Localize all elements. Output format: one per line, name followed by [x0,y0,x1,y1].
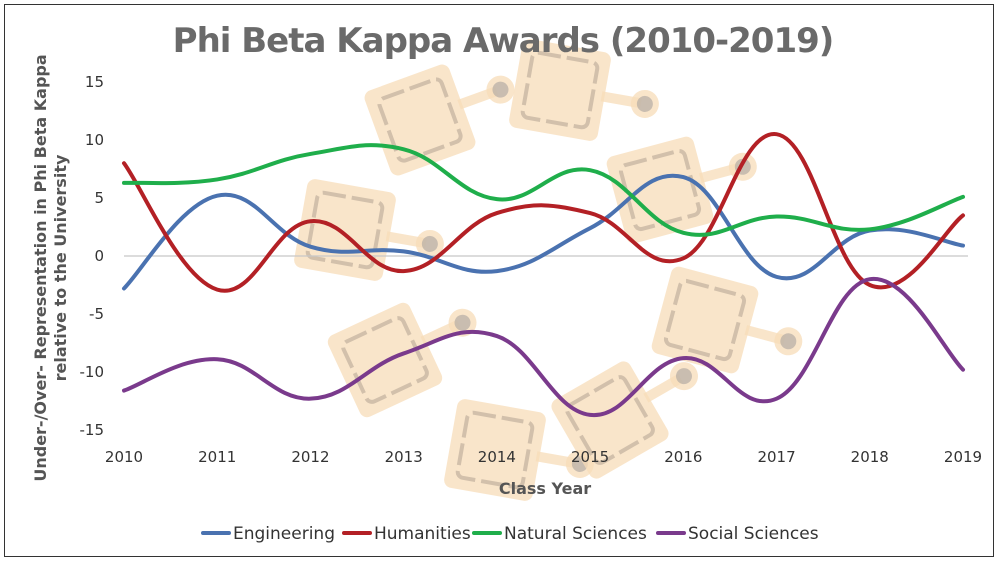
legend-label: Humanities [374,524,471,544]
watermark-tile [294,179,444,281]
y-tick-label: 15 [85,73,104,91]
legend-label: Engineering [233,524,335,544]
y-tick-label: 10 [85,131,104,149]
series-line-natural-sciences [122,143,965,237]
watermark-tile [509,39,659,141]
y-axis-title-line1: Under-/Over- Representation in Phi Beta … [31,54,50,481]
x-tick-label: 2010 [105,448,143,466]
x-tick-label: 2012 [291,448,329,466]
y-tick-label: 5 [94,189,104,207]
x-axis-title: Class Year [499,479,591,498]
legend-item-engineering: Engineering [201,524,335,544]
y-tick-label: -15 [80,421,105,439]
series-line-humanities [122,132,965,293]
y-axis-ticks: 15 10 5 0 -5 -10 -15 [80,73,105,439]
legend: Engineering Humanities Natural Sciences Soc… [201,524,819,544]
chart-title: Phi Beta Kappa Awards (2010-2019) [173,21,834,61]
watermark-tile [551,361,698,479]
legend-label: Social Sciences [688,524,819,544]
x-tick-label: 2016 [664,448,702,466]
y-tick-label: -5 [89,305,104,323]
legend-item-natural-sciences: Natural Sciences [472,524,647,544]
watermark-tile [364,64,515,176]
series-line-social-sciences [122,277,965,417]
y-tick-label: 0 [94,247,104,265]
x-tick-label: 2018 [851,448,889,466]
x-tick-label: 2015 [571,448,609,466]
watermark-tile [651,266,803,374]
x-tick-label: 2011 [198,448,236,466]
legend-item-social-sciences: Social Sciences [656,524,819,544]
x-tick-label: 2014 [478,448,516,466]
watermark-tile [327,302,477,418]
chart-frame [4,4,994,557]
y-axis-title: Under-/Over- Representation in Phi Beta … [31,54,70,481]
x-tick-label: 2013 [385,448,423,466]
x-axis-ticks: 2010 2011 2012 2013 2014 2015 2016 2017 2018 2019 [105,448,982,466]
x-tick-label: 2017 [757,448,795,466]
legend-item-humanities: Humanities [342,524,471,544]
legend-label: Natural Sciences [504,524,647,544]
series-line-engineering [122,173,965,291]
series-lines [122,132,965,417]
y-tick-label: -10 [80,363,105,381]
watermark-tile [606,136,757,244]
watermark-graphic [294,39,803,501]
x-tick-label: 2019 [944,448,982,466]
y-axis-title-line2: relative to the University [51,154,70,381]
